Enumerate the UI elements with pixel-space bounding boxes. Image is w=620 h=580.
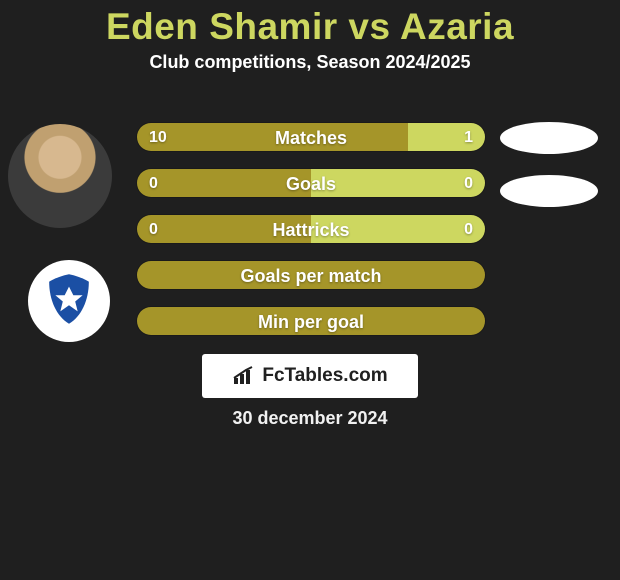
compare-row: 00Hattricks	[136, 214, 486, 244]
bars-icon	[232, 366, 256, 386]
compare-row: Min per goal	[136, 306, 486, 336]
compare-row: Goals per match	[136, 260, 486, 290]
page-title: Eden Shamir vs Azaria	[0, 0, 620, 48]
player-avatar	[8, 124, 112, 228]
row-label: Goals	[137, 169, 485, 198]
brand-text: FcTables.com	[262, 365, 387, 387]
opponent-avatar-2	[500, 175, 598, 207]
opponent-avatar-1	[500, 122, 598, 154]
subtitle: Club competitions, Season 2024/2025	[0, 52, 620, 73]
footer-date: 30 december 2024	[0, 408, 620, 429]
compare-chart: 101Matches 00Goals 00Hattricks Goals per ma…	[136, 122, 486, 352]
row-label: Hattricks	[137, 215, 485, 244]
brand-box: FcTables.com	[202, 354, 418, 398]
row-label: Matches	[137, 123, 485, 152]
club-logo	[28, 260, 110, 342]
row-label: Min per goal	[137, 307, 485, 336]
shield-icon	[38, 268, 100, 330]
row-label: Goals per match	[137, 261, 485, 290]
compare-row: 00Goals	[136, 168, 486, 198]
compare-row: 101Matches	[136, 122, 486, 152]
